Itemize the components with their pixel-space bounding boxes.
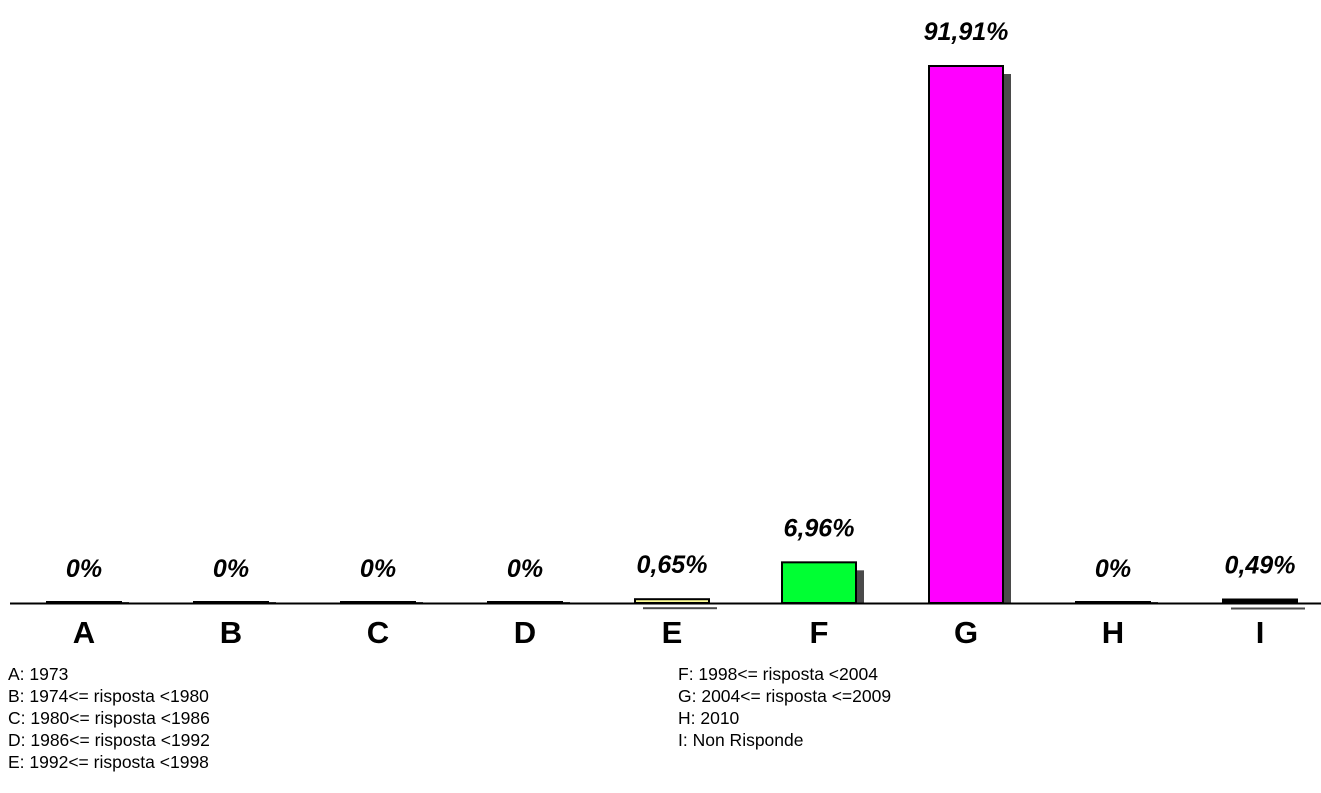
legend-entry-g: G: 2004<= risposta <=2009 [678, 686, 892, 706]
bar-f [781, 561, 857, 605]
legend-entry-b: B: 1974<= risposta <1980 [8, 686, 209, 706]
value-label-c: 0% [360, 555, 396, 583]
legend-right-column: F: 1998<= risposta <2004 G: 2004<= rispo… [678, 663, 891, 751]
bar-chart: 0% A 0% B 0% C 0% D 0,65% E 6,96% F 91,91% G 0% H 0,49% I [10, 18, 1321, 650]
value-label-i: 0,49% [1225, 552, 1296, 580]
legend-entry-h: H: 2010 [678, 708, 740, 728]
value-label-e: 0,65% [637, 551, 708, 579]
category-label-a: A [73, 615, 95, 650]
value-label-b: 0% [213, 555, 249, 583]
category-label-b: B [220, 615, 242, 650]
value-label-a: 0% [66, 555, 102, 583]
category-label-c: C [367, 615, 389, 650]
bar-e [634, 598, 710, 605]
value-label-g: 91,91% [924, 18, 1009, 46]
bar-i [1222, 598, 1298, 604]
value-label-h: 0% [1095, 555, 1131, 583]
category-label-d: D [514, 615, 536, 650]
value-label-f: 6,96% [784, 514, 855, 542]
bar-shadow-e [643, 607, 717, 610]
category-label-i: I [1256, 615, 1265, 650]
legend-entry-d: D: 1986<= risposta <1992 [8, 730, 210, 750]
legend-left-column: A: 1973 B: 1974<= risposta <1980 C: 1980… [8, 663, 210, 773]
legend-entry-a: A: 1973 [8, 664, 69, 684]
legend-entry-e: E: 1992<= risposta <1998 [8, 752, 209, 772]
category-label-e: E [662, 615, 683, 650]
value-label-d: 0% [507, 555, 543, 583]
legend-entry-c: C: 1980<= risposta <1986 [8, 708, 210, 728]
bar-shadow-i [1231, 607, 1305, 610]
legend-entry-f: F: 1998<= risposta <2004 [678, 664, 878, 684]
category-label-f: F [810, 615, 829, 650]
bar-g [928, 65, 1004, 604]
legend-entry-i: I: Non Risponde [678, 730, 804, 750]
category-label-h: H [1102, 615, 1124, 650]
category-label-g: G [954, 615, 978, 650]
